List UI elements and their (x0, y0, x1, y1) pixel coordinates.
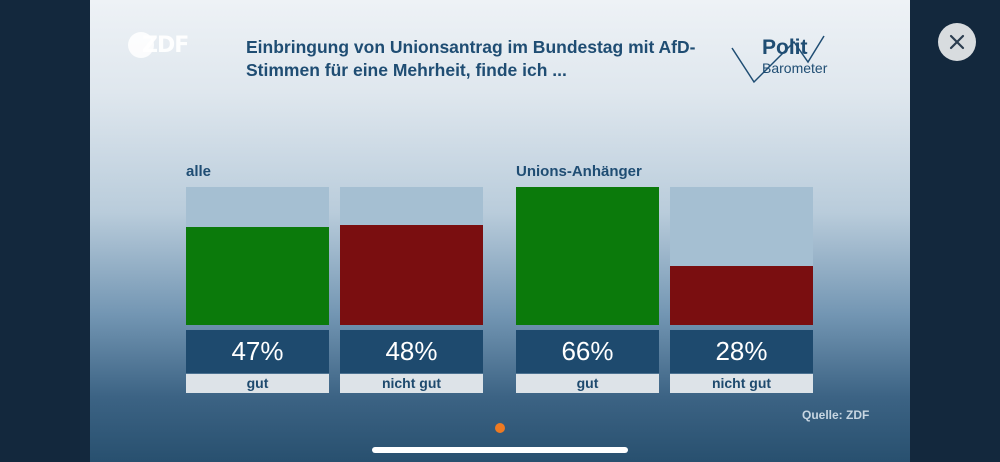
page-indicator-dot[interactable] (495, 423, 505, 433)
bar-value-label: 47% (186, 330, 329, 373)
bar (340, 225, 483, 325)
bar-category-label: gut (516, 374, 659, 393)
bar-category-label: gut (186, 374, 329, 393)
close-icon (949, 34, 965, 50)
source-note: Quelle: ZDF (802, 408, 870, 422)
bar-category-label: nicht gut (340, 374, 483, 393)
bar-value-label: 48% (340, 330, 483, 373)
zdf-logo: ZDF (128, 30, 190, 60)
bar (516, 187, 659, 325)
slide-panel: ZDF Einbringung von Unionsantrag im Bund… (90, 0, 910, 462)
zdf-logo-disc (128, 32, 154, 58)
zdf-logo-text: ZDF (142, 33, 189, 58)
group-label: Unions-Anhänger (516, 163, 642, 180)
left-backdrop (0, 0, 90, 462)
bar-track (516, 187, 659, 325)
close-button[interactable] (938, 23, 976, 61)
chart-title: Einbringung von Unionsantrag im Bundesta… (246, 37, 696, 80)
bar-track (186, 187, 329, 325)
bar (670, 266, 813, 325)
right-backdrop (910, 0, 1000, 462)
politbarometer-word-barometer: Barometer (762, 60, 828, 76)
politbarometer-word-polit: Polit (762, 36, 808, 59)
politbarometer-zigzag-icon (731, 35, 825, 84)
bar-track (670, 187, 813, 325)
bar (186, 227, 329, 325)
home-indicator[interactable] (372, 447, 628, 453)
bar-value-label: 28% (670, 330, 813, 373)
politbarometer-logo: Polit Barometer (724, 30, 864, 90)
bar-category-label: nicht gut (670, 374, 813, 393)
bar-track (340, 187, 483, 325)
group-label: alle (186, 163, 212, 180)
bar-value-label: 66% (516, 330, 659, 373)
